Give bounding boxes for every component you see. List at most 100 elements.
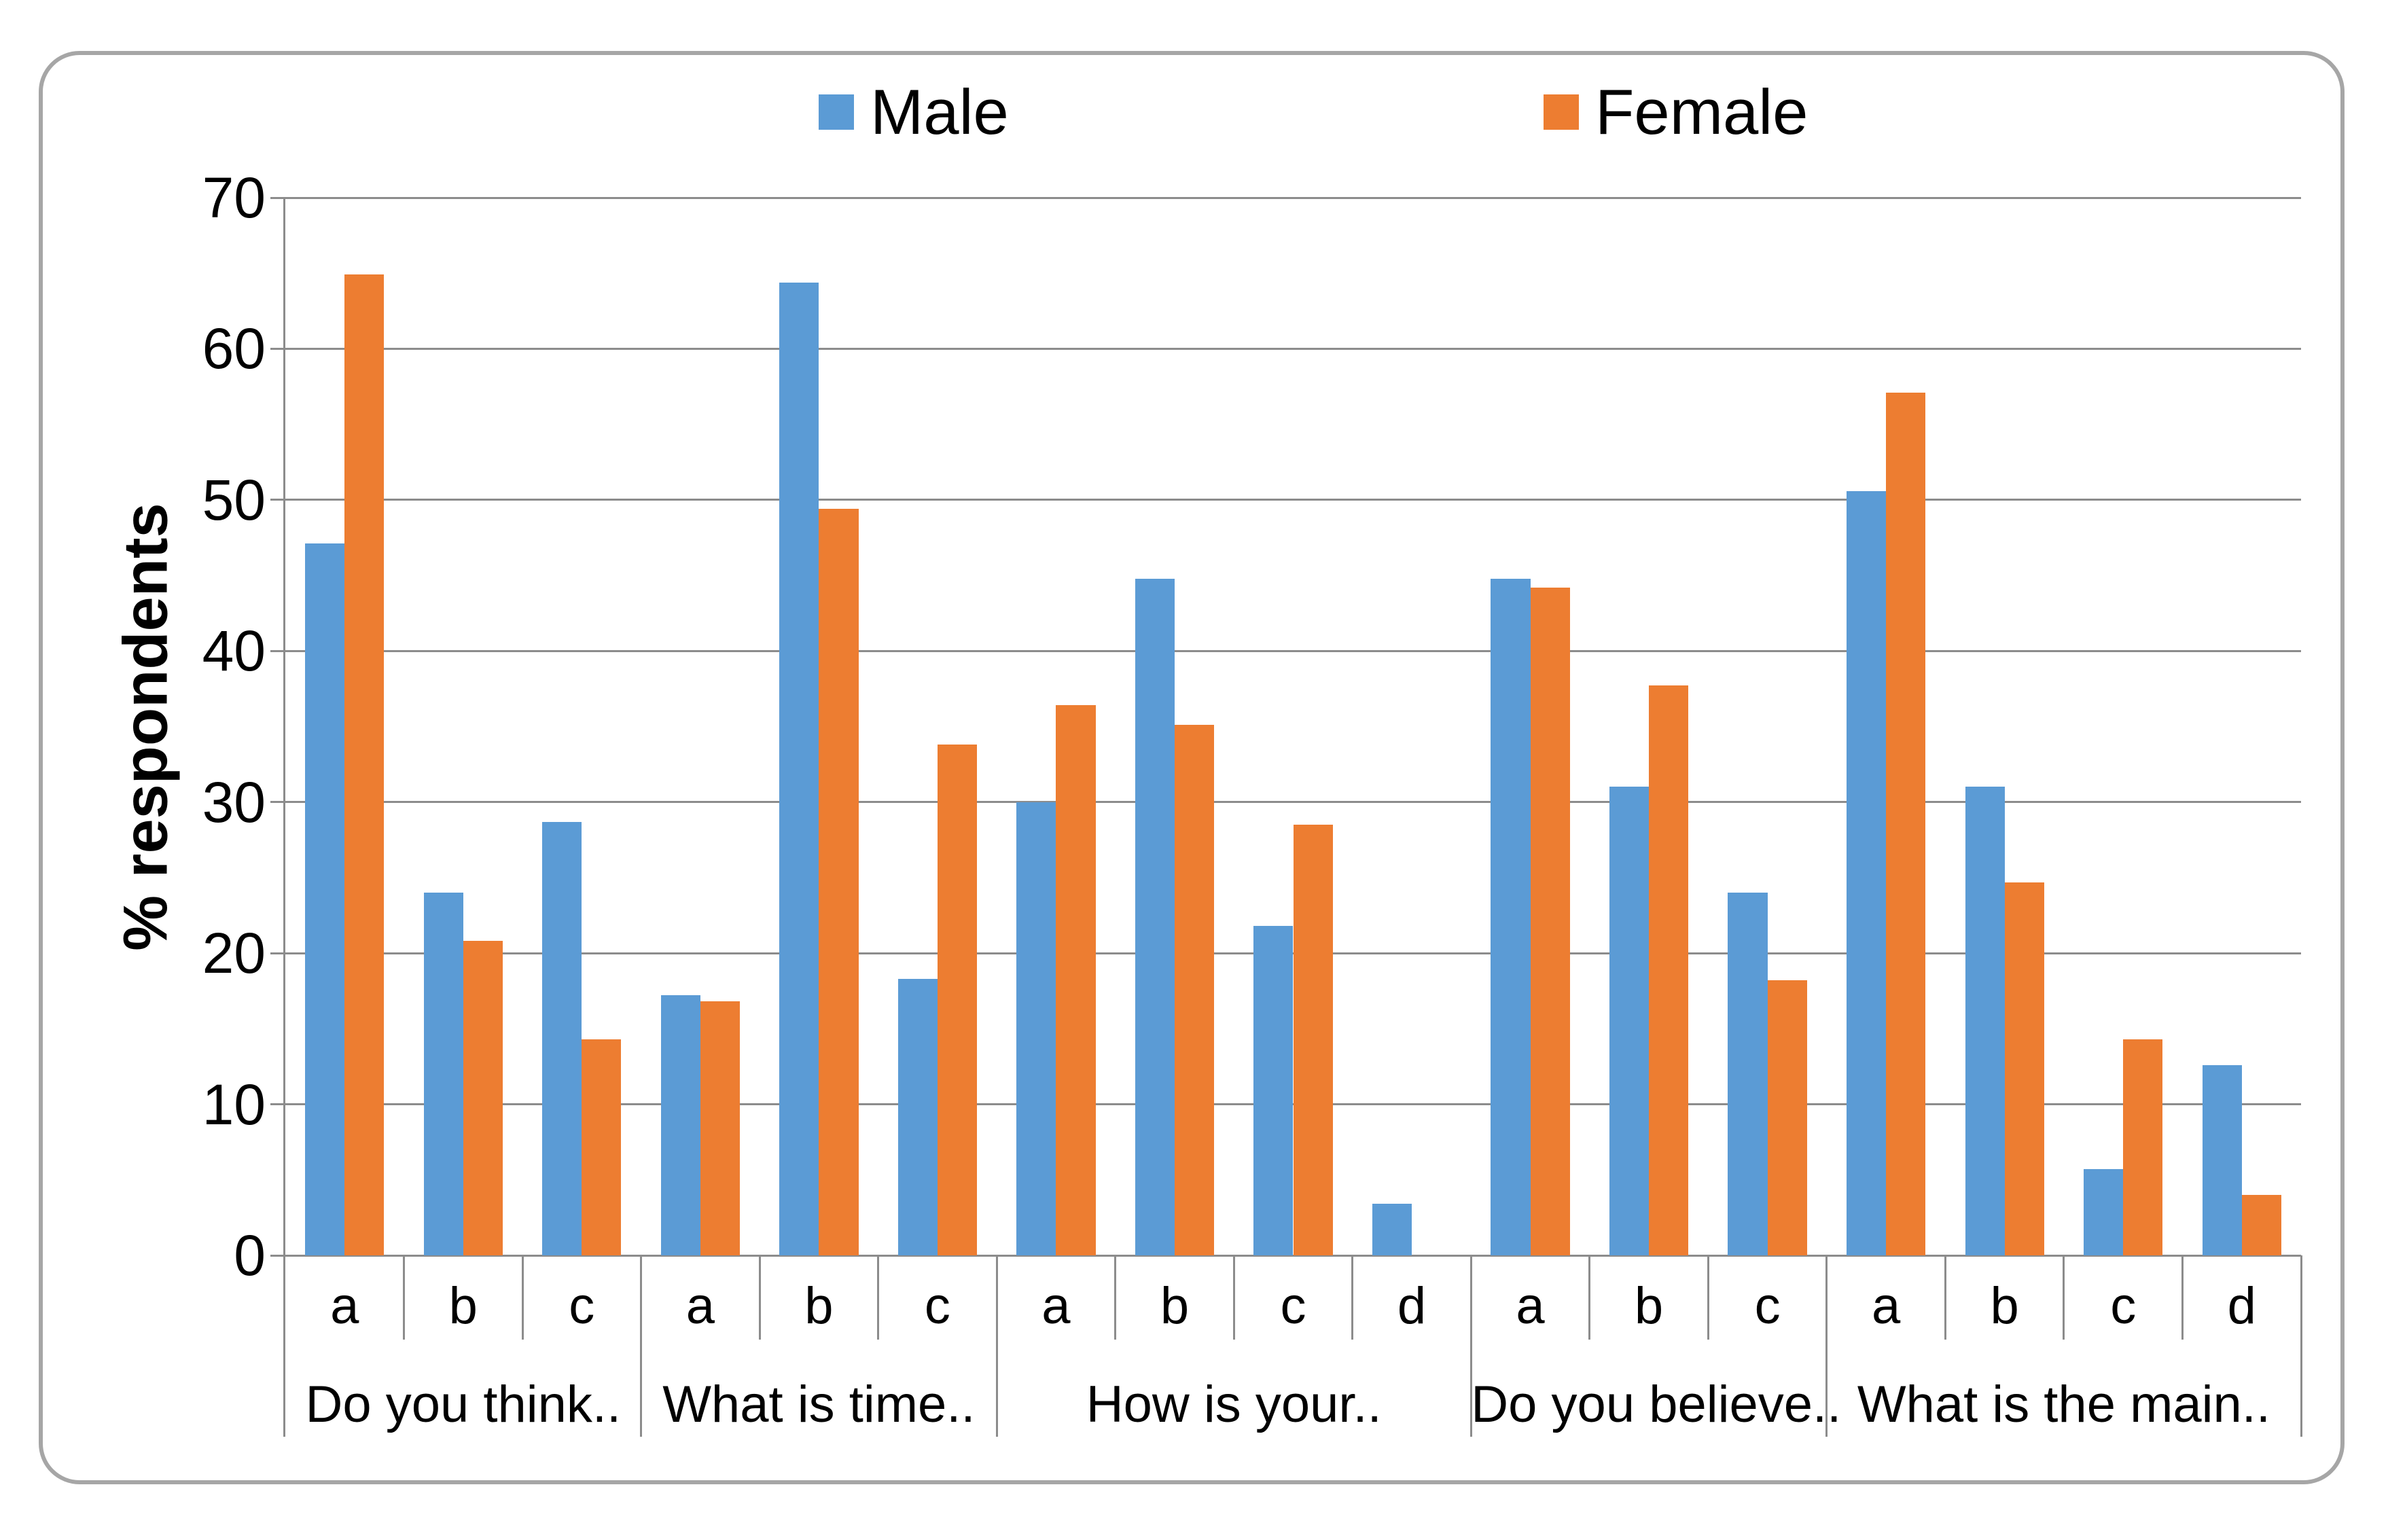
- category-separator-tick: [1707, 1255, 1709, 1340]
- male-bar: [1965, 787, 2005, 1255]
- category-letter: b: [1634, 1277, 1664, 1335]
- category-separator-tick: [403, 1255, 406, 1340]
- category-letter: b: [1990, 1277, 2019, 1335]
- female-bar: [2123, 1039, 2163, 1255]
- male-bar: [1846, 490, 1887, 1255]
- male-bar: [1016, 802, 1056, 1255]
- y-tick-mark: [270, 196, 285, 199]
- category-separator-tick: [1351, 1255, 1354, 1340]
- category-letter: d: [2227, 1277, 2256, 1335]
- group-label: What is time..: [662, 1376, 976, 1433]
- female-bar: [582, 1039, 622, 1255]
- y-tick-label: 60: [202, 317, 266, 381]
- group-separator-tick: [283, 1255, 285, 1437]
- gridline: [285, 196, 2301, 199]
- category-letter: c: [2110, 1277, 2137, 1335]
- gridline: [285, 347, 2301, 350]
- x-axis-baseline: [285, 1254, 2301, 1257]
- female-bar: [1649, 685, 1689, 1255]
- female-series-swatch-icon: [1544, 94, 1579, 130]
- group-label: Do you believe..: [1471, 1376, 1842, 1433]
- male-bar: [1491, 578, 1531, 1255]
- y-tick-mark: [270, 952, 285, 954]
- y-tick-mark: [270, 801, 285, 804]
- group-label: How is your..: [1086, 1376, 1382, 1433]
- female-bar: [1056, 705, 1096, 1255]
- category-letter: d: [1397, 1277, 1427, 1335]
- y-tick-label: 70: [202, 166, 266, 230]
- group-separator-tick: [1825, 1255, 1828, 1437]
- y-tick-label: 0: [234, 1223, 266, 1287]
- female-bar: [2241, 1195, 2281, 1255]
- category-letter: c: [569, 1277, 595, 1335]
- y-tick-mark: [270, 649, 285, 652]
- male-bar: [1135, 578, 1175, 1255]
- female-bar: [463, 941, 503, 1255]
- male-bar: [1728, 893, 1768, 1255]
- male-bar: [542, 821, 582, 1255]
- legend-item-male: Male: [819, 71, 1009, 153]
- y-tick-label: 40: [202, 619, 266, 683]
- category-separator-tick: [1588, 1255, 1591, 1340]
- y-axis-title: % respondents: [111, 503, 181, 951]
- female-bar: [2004, 882, 2044, 1255]
- category-letter: a: [685, 1277, 715, 1335]
- female-series-label: Female: [1595, 76, 1808, 147]
- category-separator-tick: [2063, 1255, 2065, 1340]
- male-bar: [2202, 1064, 2242, 1255]
- female-bar: [344, 274, 385, 1255]
- y-axis-line: [283, 198, 285, 1255]
- male-bar: [897, 978, 938, 1255]
- category-separator-tick: [877, 1255, 880, 1340]
- male-series-label: Male: [870, 76, 1009, 147]
- category-separator-tick: [1232, 1255, 1235, 1340]
- category-separator-tick: [1944, 1255, 1946, 1340]
- category-letter: c: [1754, 1277, 1781, 1335]
- category-letter: a: [1871, 1277, 1901, 1335]
- y-tick-mark: [270, 347, 285, 350]
- gridline: [285, 649, 2301, 652]
- y-tick-label: 30: [202, 770, 266, 834]
- group-label: Do you think..: [305, 1376, 622, 1433]
- gridline: [285, 499, 2301, 501]
- category-separator-tick: [758, 1255, 761, 1340]
- male-bar: [423, 893, 463, 1255]
- category-separator-tick: [1114, 1255, 1117, 1340]
- category-letter: b: [804, 1277, 834, 1335]
- female-bar: [1293, 825, 1333, 1255]
- male-bar: [1253, 926, 1294, 1255]
- y-tick-mark: [270, 1103, 285, 1106]
- male-bar: [305, 543, 345, 1255]
- category-letter: a: [330, 1277, 359, 1335]
- male-bar: [1372, 1204, 1412, 1255]
- group-separator-tick: [2300, 1255, 2302, 1437]
- category-letter: a: [1516, 1277, 1545, 1335]
- legend-item-female: Female: [1544, 71, 1808, 153]
- group-separator-tick: [640, 1255, 643, 1437]
- y-tick-label: 50: [202, 467, 266, 532]
- male-bar: [779, 282, 819, 1255]
- male-bar: [2084, 1169, 2124, 1255]
- group-separator-tick: [1469, 1255, 1472, 1437]
- group-label: What is the main..: [1857, 1376, 2271, 1433]
- y-tick-label: 20: [202, 921, 266, 986]
- female-bar: [1174, 725, 1215, 1255]
- group-separator-tick: [995, 1255, 998, 1437]
- category-letter: c: [1280, 1277, 1306, 1335]
- female-bar: [819, 509, 859, 1255]
- legend: Male Female: [0, 71, 2388, 153]
- category-separator-tick: [521, 1255, 524, 1340]
- category-letter: b: [448, 1277, 478, 1335]
- male-series-swatch-icon: [819, 94, 854, 130]
- female-bar: [700, 1001, 741, 1255]
- category-letter: a: [1041, 1277, 1071, 1335]
- female-bar: [937, 745, 978, 1255]
- female-bar: [1530, 587, 1570, 1255]
- category-letter: b: [1160, 1277, 1190, 1335]
- female-bar: [1886, 392, 1926, 1255]
- y-tick-mark: [270, 499, 285, 501]
- category-letter: c: [924, 1277, 950, 1335]
- category-separator-tick: [2181, 1255, 2184, 1340]
- y-tick-mark: [270, 1254, 285, 1257]
